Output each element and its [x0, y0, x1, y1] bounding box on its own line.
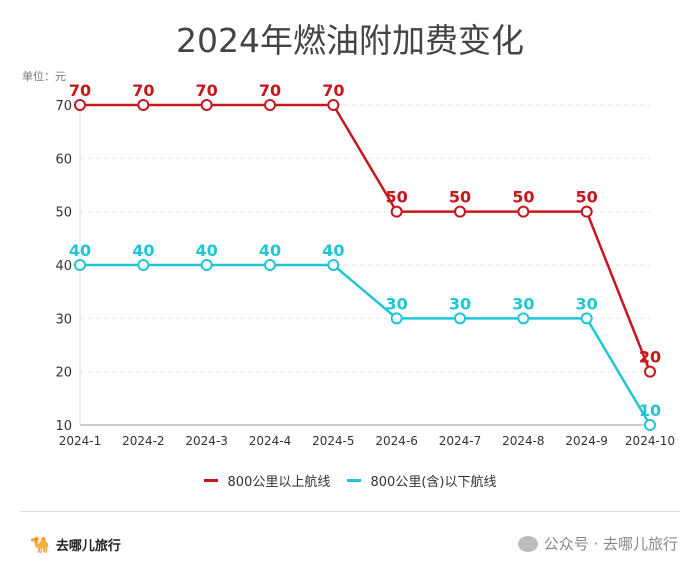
x-tick-label: 2024-8: [502, 434, 545, 448]
legend-label: 800公里(含)以下航线: [370, 475, 497, 490]
y-tick-label: 60: [55, 152, 72, 167]
x-tick-label: 2024-1: [59, 434, 102, 448]
data-point: [327, 259, 340, 271]
y-tick-label: 30: [55, 312, 72, 327]
data-point: [644, 365, 656, 378]
x-tick-label: 2024-5: [312, 434, 355, 448]
data-label: 70: [69, 81, 91, 100]
x-tick-label: 2024-9: [565, 434, 608, 448]
divider: [20, 511, 680, 512]
data-point: [137, 99, 150, 111]
x-tick-label: 2024-6: [375, 434, 418, 448]
data-label: 70: [132, 81, 154, 100]
legend: 800公里以上航线 800公里(含)以下航线: [0, 471, 700, 490]
data-point: [390, 205, 403, 218]
data-point: [137, 259, 150, 271]
data-label: 70: [259, 81, 281, 100]
series-line-0: [80, 103, 652, 373]
data-label: 20: [639, 348, 661, 367]
y-tick-label: 20: [55, 366, 72, 381]
data-point: [264, 99, 276, 111]
data-label: 70: [322, 81, 344, 100]
y-tick-label: 70: [55, 99, 72, 114]
data-label: 50: [449, 188, 471, 207]
data-point: [454, 205, 466, 218]
legend-item-series-0[interactable]: 800公里以上航线: [203, 471, 331, 490]
x-tick-label: 2024-4: [249, 434, 292, 448]
data-point: [580, 205, 593, 218]
x-tick-label: 2024-3: [185, 434, 228, 448]
x-tick-label: 2024-10: [625, 434, 675, 448]
data-point: [517, 205, 530, 218]
data-point: [454, 312, 466, 325]
series-line-1: [80, 263, 652, 426]
data-label: 40: [196, 241, 218, 260]
chart: 10 20 30 40 50 60 70 2024-1 2024-2 2024-3 2024-4 20…: [55, 81, 675, 448]
data-label: 40: [259, 241, 281, 260]
brand-logo: 🐪 去哪儿旅行: [30, 535, 121, 554]
unit-label: 单位：元: [22, 70, 66, 83]
data-point: [327, 99, 340, 111]
data-point: [200, 99, 213, 111]
wechat-icon: [517, 535, 538, 552]
data-point: [200, 259, 213, 271]
data-label: 40: [69, 241, 91, 260]
data-label: 30: [512, 294, 534, 313]
data-label: 40: [132, 241, 154, 260]
data-label: 10: [639, 401, 661, 420]
data-label: 50: [576, 188, 598, 207]
data-label: 70: [196, 81, 218, 100]
legend-label: 800公里以上航线: [227, 475, 331, 490]
data-point: [644, 419, 656, 431]
chart-title: 2024年燃油附加费变化: [176, 21, 524, 60]
brand-name: 去哪儿旅行: [55, 539, 121, 554]
data-point: [74, 259, 86, 271]
watermark-text: 公众号 · 去哪儿旅行: [543, 535, 678, 553]
data-point: [390, 312, 403, 325]
data-point: [580, 312, 593, 325]
y-tick-label: 10: [55, 419, 72, 434]
data-label: 30: [449, 294, 471, 313]
data-point: [517, 312, 530, 325]
y-tick-label: 40: [55, 259, 72, 274]
camel-icon: 🐪: [30, 535, 50, 554]
y-tick-label: 50: [55, 206, 72, 221]
x-tick-label: 2024-7: [439, 434, 482, 448]
watermark: 公众号 · 去哪儿旅行: [517, 533, 678, 554]
data-point: [74, 99, 86, 111]
data-label: 30: [386, 294, 408, 313]
data-label: 40: [322, 241, 344, 260]
data-label: 50: [512, 188, 534, 207]
legend-item-series-1[interactable]: 800公里(含)以下航线: [346, 471, 497, 490]
x-tick-label: 2024-2: [122, 434, 165, 448]
data-label: 30: [576, 294, 598, 313]
data-point: [264, 259, 276, 271]
data-label: 50: [386, 188, 408, 207]
